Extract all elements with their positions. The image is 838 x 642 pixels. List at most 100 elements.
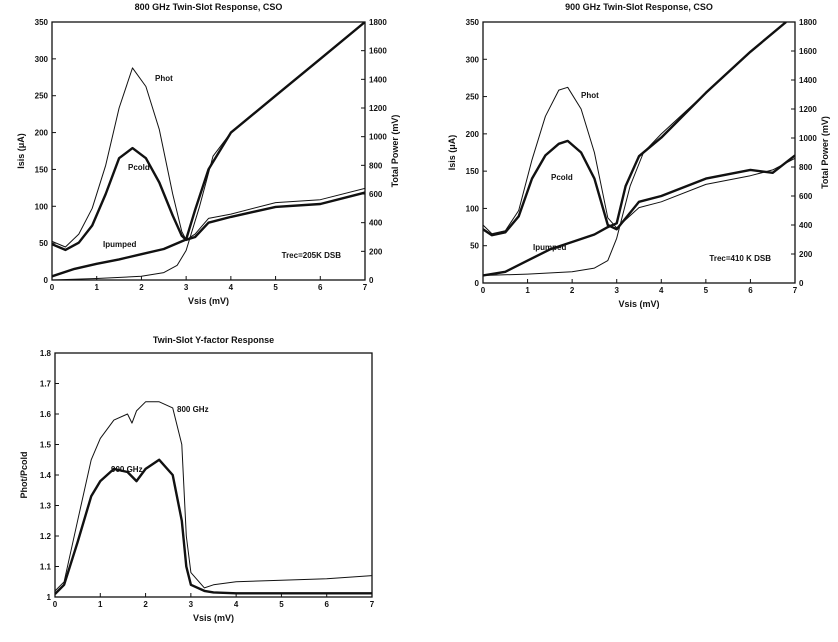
y2-tick-label: 1800: [799, 18, 817, 27]
trec-annotation: Trec=410 K DSB: [709, 254, 771, 263]
series-line-4: [52, 22, 365, 280]
y-tick-label: 1.1: [40, 563, 52, 572]
series-line-pcold: [52, 146, 365, 252]
curve-label-phot: Phot: [581, 91, 599, 100]
x-axis-label: Vsis (mV): [193, 613, 234, 623]
x-tick-label: 2: [139, 283, 144, 292]
series-line-phot: [52, 67, 365, 248]
y-tick-label: 250: [466, 93, 480, 102]
y-tick-label: 300: [466, 55, 480, 64]
x-tick-label: 3: [189, 600, 194, 609]
y-tick-label: 1.4: [40, 471, 52, 480]
y2-tick-label: 1400: [369, 75, 387, 84]
x-tick-label: 6: [324, 600, 329, 609]
y-tick-label: 1: [47, 593, 52, 602]
y-tick-label: 1.6: [40, 410, 52, 419]
x-tick-label: 2: [570, 286, 575, 295]
y-tick-label: 0: [44, 276, 49, 285]
x-tick-label: 5: [704, 286, 709, 295]
y-tick-label: 1.5: [40, 441, 52, 450]
y-tick-label: 150: [466, 167, 480, 176]
x-tick-label: 6: [318, 283, 323, 292]
y-tick-label: 1.8: [40, 349, 52, 358]
y-tick-label: 350: [466, 18, 480, 27]
x-axis-label: Vsis (mV): [618, 299, 659, 309]
x-tick-label: 3: [614, 286, 619, 295]
y-axis-label: Phot/Pcold: [19, 452, 29, 499]
y-tick-label: 1.2: [40, 532, 52, 541]
series-line-pcold: [483, 139, 795, 237]
y-tick-label: 1.7: [40, 380, 52, 389]
y-tick-label: 200: [466, 130, 480, 139]
y-tick-label: 150: [35, 165, 49, 174]
y-tick-label: 350: [35, 18, 49, 27]
curve-label-800ghz: 800 GHz: [177, 405, 209, 414]
y2-tick-label: 1000: [369, 133, 387, 142]
y2-tick-label: 200: [369, 247, 383, 256]
plot-frame: [482, 21, 796, 284]
x-axis-label: Vsis (mV): [188, 296, 229, 306]
x-tick-label: 0: [53, 600, 58, 609]
x-tick-label: 4: [234, 600, 239, 609]
y-tick-label: 50: [470, 242, 479, 251]
chart-title: Twin-Slot Y-factor Response: [153, 335, 274, 345]
y2-tick-label: 1800: [369, 18, 387, 27]
x-tick-label: 1: [94, 283, 99, 292]
x-tick-label: 4: [229, 283, 234, 292]
y2-tick-label: 800: [799, 163, 813, 172]
series-line-4: [483, 22, 787, 276]
y2-tick-label: 1200: [799, 105, 817, 114]
x-tick-label: 2: [143, 600, 148, 609]
trec-annotation: Trec=205K DSB: [282, 251, 342, 260]
x-tick-label: 0: [50, 283, 55, 292]
curve-label-pcold: Pcold: [551, 173, 573, 182]
y2-tick-label: 200: [799, 250, 813, 259]
y2-axis-label: Total Power (mV): [390, 115, 400, 188]
y2-tick-label: 800: [369, 161, 383, 170]
plot-frame: [54, 352, 373, 598]
y2-tick-label: 0: [799, 279, 804, 288]
series-line-800-ghz: [55, 401, 372, 592]
y2-tick-label: 400: [799, 221, 813, 230]
y-tick-label: 0: [475, 279, 480, 288]
y-tick-label: 100: [35, 202, 49, 211]
curve-label-ipumped: Ipumped: [533, 243, 566, 252]
x-tick-label: 5: [273, 283, 278, 292]
x-tick-label: 3: [184, 283, 189, 292]
y-tick-label: 300: [35, 55, 49, 64]
chart-title: 900 GHz Twin-Slot Response, CSO: [565, 2, 713, 12]
y-tick-label: 50: [39, 239, 48, 248]
x-tick-label: 5: [279, 600, 284, 609]
x-tick-label: 0: [481, 286, 486, 295]
y-tick-label: 250: [35, 92, 49, 101]
y2-tick-label: 1600: [799, 47, 817, 56]
y-tick-label: 100: [466, 204, 480, 213]
y2-tick-label: 1200: [369, 104, 387, 113]
curve-label-900ghz: 900 GHz: [111, 465, 143, 474]
x-tick-label: 7: [363, 283, 368, 292]
series-line-900-ghz: [55, 458, 372, 595]
series-line-phot: [483, 86, 795, 235]
y2-tick-label: 1000: [799, 134, 817, 143]
y-axis-label: Isis (μA): [16, 133, 26, 169]
chart-title: 800 GHz Twin-Slot Response, CSO: [135, 2, 283, 12]
curve-label-pcold: Pcold: [128, 163, 150, 172]
y2-tick-label: 400: [369, 219, 383, 228]
x-tick-label: 1: [98, 600, 103, 609]
curve-label-phot: Phot: [155, 74, 173, 83]
y2-tick-label: 600: [369, 190, 383, 199]
x-tick-label: 7: [793, 286, 798, 295]
y2-tick-label: 1400: [799, 76, 817, 85]
y2-tick-label: 600: [799, 192, 813, 201]
plot-frame: [51, 21, 366, 281]
y-tick-label: 200: [35, 129, 49, 138]
y2-axis-label: Total Power (mV): [820, 116, 830, 189]
series-line-ipumped: [483, 22, 787, 277]
y2-tick-label: 0: [369, 276, 374, 285]
x-tick-label: 6: [748, 286, 753, 295]
curve-label-ipumped: Ipumped: [103, 240, 136, 249]
